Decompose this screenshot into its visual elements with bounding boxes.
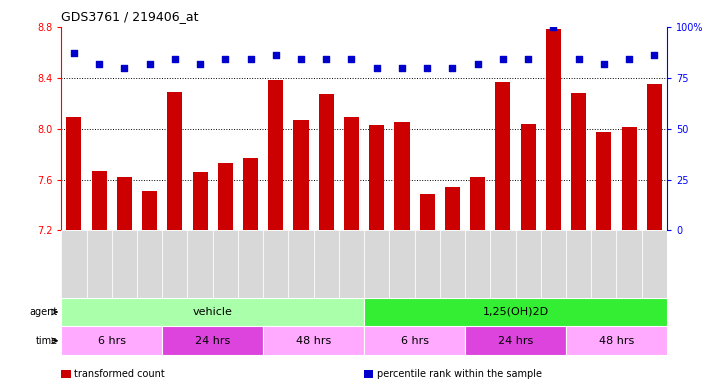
Bar	[238, 230, 263, 298]
Bar	[66, 117, 81, 230]
Bar	[546, 30, 561, 230]
Bar	[465, 230, 490, 298]
Point	[472, 60, 484, 66]
Point	[94, 60, 105, 66]
Bar	[142, 191, 157, 230]
Point	[68, 50, 80, 56]
Bar	[288, 230, 314, 298]
Text: 6 hrs: 6 hrs	[401, 336, 428, 346]
Bar	[137, 230, 162, 298]
Text: transformed count: transformed count	[74, 369, 165, 379]
Bar	[364, 326, 465, 355]
Point	[195, 60, 206, 66]
Bar	[268, 80, 283, 230]
Text: agent: agent	[30, 307, 58, 317]
Text: 24 hrs: 24 hrs	[195, 336, 230, 346]
Bar	[440, 230, 465, 298]
Text: 48 hrs: 48 hrs	[599, 336, 634, 346]
Bar	[87, 230, 112, 298]
Point	[447, 65, 459, 71]
Bar	[112, 230, 137, 298]
Bar	[470, 177, 485, 230]
Point	[245, 56, 257, 63]
Bar	[162, 326, 263, 355]
Text: vehicle: vehicle	[193, 307, 233, 317]
Bar	[61, 230, 87, 298]
Bar	[596, 132, 611, 230]
Bar	[591, 230, 616, 298]
Bar	[394, 122, 410, 230]
Text: GDS3761 / 219406_at: GDS3761 / 219406_at	[61, 10, 199, 23]
Bar	[117, 177, 132, 230]
Point	[522, 56, 534, 63]
Bar	[314, 230, 339, 298]
Bar	[571, 93, 586, 230]
Bar	[364, 230, 389, 298]
Bar	[364, 298, 667, 326]
Point	[296, 56, 307, 63]
Bar	[293, 120, 309, 230]
Bar	[193, 172, 208, 230]
Point	[144, 60, 156, 66]
Bar	[218, 163, 233, 230]
Bar	[647, 84, 662, 230]
Bar	[642, 230, 667, 298]
Point	[598, 60, 610, 66]
Text: 24 hrs: 24 hrs	[498, 336, 533, 346]
Bar	[389, 230, 415, 298]
Bar	[369, 125, 384, 230]
Point	[169, 56, 181, 63]
Bar	[616, 230, 642, 298]
Bar	[162, 230, 187, 298]
Bar	[445, 187, 460, 230]
Bar	[420, 194, 435, 230]
Bar	[92, 170, 107, 230]
Bar	[516, 230, 541, 298]
Point	[371, 65, 383, 71]
Text: 48 hrs: 48 hrs	[296, 336, 331, 346]
Bar	[263, 230, 288, 298]
Bar	[566, 326, 667, 355]
Bar	[263, 326, 364, 355]
Bar	[319, 94, 334, 230]
Point	[497, 56, 509, 63]
Point	[421, 65, 433, 71]
Bar	[339, 230, 364, 298]
Point	[624, 56, 635, 63]
Bar	[344, 117, 359, 230]
Text: time: time	[35, 336, 58, 346]
Bar	[243, 158, 258, 230]
Bar	[465, 326, 566, 355]
Point	[270, 52, 282, 58]
Point	[649, 52, 660, 58]
Bar	[495, 81, 510, 230]
Bar	[490, 230, 516, 298]
Point	[548, 24, 559, 30]
Point	[321, 56, 332, 63]
Text: percentile rank within the sample: percentile rank within the sample	[377, 369, 542, 379]
Bar	[61, 298, 364, 326]
Point	[346, 56, 358, 63]
Bar	[541, 230, 566, 298]
Bar	[187, 230, 213, 298]
Point	[118, 65, 131, 71]
Bar	[622, 127, 637, 230]
Bar	[521, 124, 536, 230]
Bar	[61, 326, 162, 355]
Text: 6 hrs: 6 hrs	[98, 336, 125, 346]
Point	[573, 56, 585, 63]
Bar	[167, 92, 182, 230]
Bar	[213, 230, 238, 298]
Bar	[415, 230, 440, 298]
Point	[220, 56, 231, 63]
Point	[397, 65, 408, 71]
Bar	[566, 230, 591, 298]
Text: 1,25(OH)2D: 1,25(OH)2D	[482, 307, 549, 317]
